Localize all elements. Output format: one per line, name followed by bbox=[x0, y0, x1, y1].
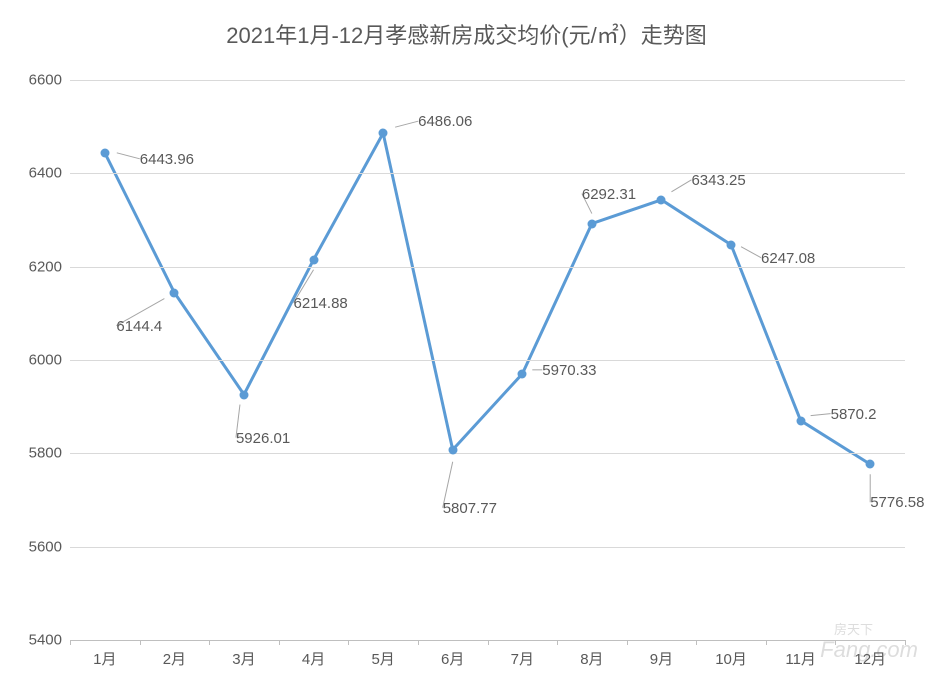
leader-line bbox=[671, 180, 691, 192]
data-marker bbox=[518, 369, 527, 378]
gridline bbox=[70, 547, 905, 548]
data-label: 6144.4 bbox=[116, 318, 162, 335]
x-axis-label: 7月 bbox=[511, 640, 534, 669]
data-marker bbox=[796, 416, 805, 425]
leader-line bbox=[395, 121, 418, 127]
data-label: 6343.25 bbox=[691, 172, 745, 189]
data-marker bbox=[727, 240, 736, 249]
x-axis-label: 3月 bbox=[232, 640, 255, 669]
gridline bbox=[70, 453, 905, 454]
gridline bbox=[70, 80, 905, 81]
data-label: 5776.58 bbox=[870, 494, 924, 511]
data-label: 6486.06 bbox=[418, 113, 472, 130]
data-label: 6214.88 bbox=[294, 295, 348, 312]
data-marker bbox=[379, 129, 388, 138]
x-axis-label: 6月 bbox=[441, 640, 464, 669]
y-axis-label: 6000 bbox=[29, 352, 70, 369]
x-tick bbox=[418, 640, 419, 645]
data-label: 6443.96 bbox=[140, 151, 194, 168]
x-tick bbox=[766, 640, 767, 645]
y-axis-label: 6200 bbox=[29, 258, 70, 275]
data-marker bbox=[448, 445, 457, 454]
x-axis-label: 4月 bbox=[302, 640, 325, 669]
data-label: 5970.33 bbox=[542, 362, 596, 379]
x-tick bbox=[696, 640, 697, 645]
x-tick bbox=[279, 640, 280, 645]
gridline bbox=[70, 173, 905, 174]
data-marker bbox=[309, 255, 318, 264]
gridline bbox=[70, 267, 905, 268]
x-axis-label: 12月 bbox=[854, 640, 886, 669]
leader-line bbox=[741, 247, 761, 258]
x-axis-label: 5月 bbox=[371, 640, 394, 669]
data-label: 5926.01 bbox=[236, 430, 290, 447]
data-marker bbox=[170, 288, 179, 297]
data-marker bbox=[239, 390, 248, 399]
x-tick bbox=[835, 640, 836, 645]
x-tick bbox=[140, 640, 141, 645]
x-axis-label: 8月 bbox=[580, 640, 603, 669]
data-label: 6247.08 bbox=[761, 250, 815, 267]
x-axis-label: 1月 bbox=[93, 640, 116, 669]
x-tick bbox=[557, 640, 558, 645]
y-axis-label: 5400 bbox=[29, 632, 70, 649]
x-axis-label: 11月 bbox=[785, 640, 816, 669]
data-label: 5870.2 bbox=[831, 406, 877, 423]
data-marker bbox=[657, 195, 666, 204]
chart-title: 2021年1月-12月孝感新房成交均价(元/㎡）走势图 bbox=[0, 0, 933, 50]
y-axis-label: 5600 bbox=[29, 538, 70, 555]
x-axis-label: 2月 bbox=[163, 640, 186, 669]
y-axis-label: 5800 bbox=[29, 445, 70, 462]
x-tick bbox=[905, 640, 906, 645]
series-line bbox=[105, 133, 870, 464]
x-tick bbox=[70, 640, 71, 645]
data-marker bbox=[100, 148, 109, 157]
x-tick bbox=[627, 640, 628, 645]
data-marker bbox=[866, 460, 875, 469]
x-axis-label: 9月 bbox=[650, 640, 673, 669]
data-marker bbox=[587, 219, 596, 228]
chart-container: 2021年1月-12月孝感新房成交均价(元/㎡）走势图 540056005800… bbox=[0, 0, 933, 683]
leader-line bbox=[117, 153, 140, 159]
x-tick bbox=[348, 640, 349, 645]
plot-area: 54005600580060006200640066001月2月3月4月5月6月… bbox=[70, 80, 905, 641]
leader-line bbox=[811, 414, 831, 416]
y-axis-label: 6600 bbox=[29, 72, 70, 89]
x-tick bbox=[488, 640, 489, 645]
x-axis-label: 10月 bbox=[715, 640, 747, 669]
data-label: 6292.31 bbox=[582, 186, 636, 203]
y-axis-label: 6400 bbox=[29, 165, 70, 182]
gridline bbox=[70, 360, 905, 361]
x-tick bbox=[209, 640, 210, 645]
data-label: 5807.77 bbox=[443, 500, 497, 517]
